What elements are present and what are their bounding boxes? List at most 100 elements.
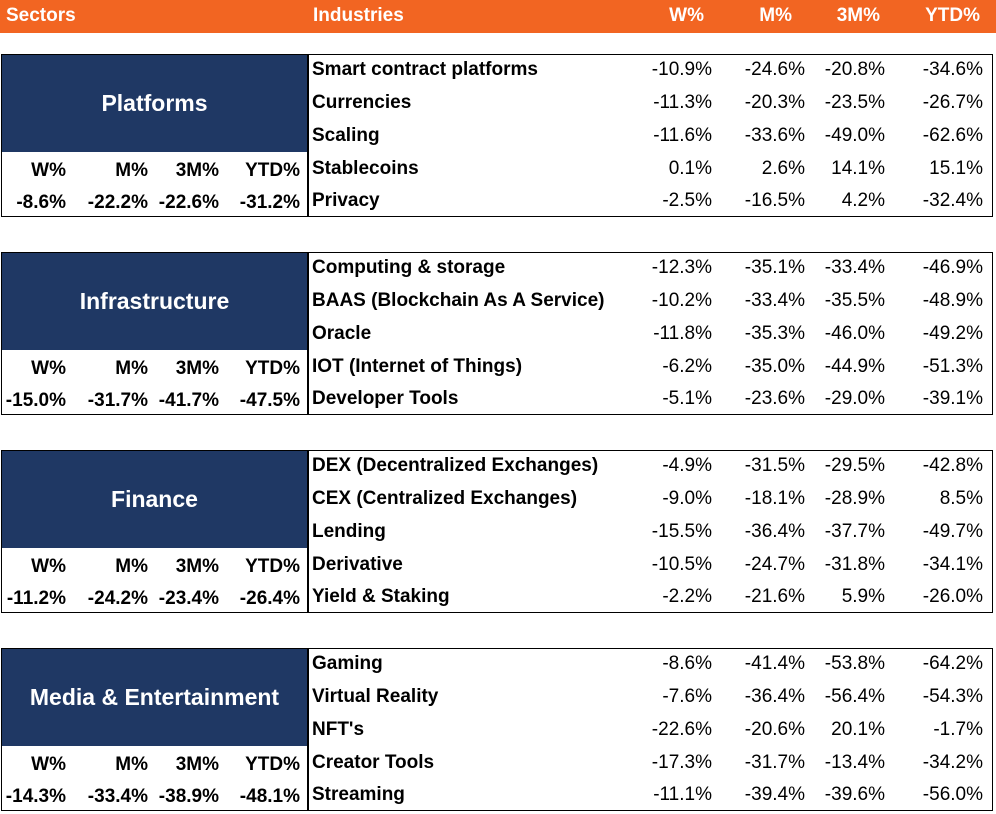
sector-divider <box>307 450 309 613</box>
sector-stat-value: -15.0% <box>5 390 66 411</box>
industry-value: 15.1% <box>929 158 983 179</box>
industry-value: -54.3% <box>922 686 983 707</box>
industry-value: 14.1% <box>831 158 885 179</box>
industry-value: -48.9% <box>922 290 983 311</box>
industry-value: -11.1% <box>653 784 712 805</box>
industry-value: -32.4% <box>922 190 983 211</box>
industry-value: -31.7% <box>744 752 805 773</box>
sector-stat-value: -11.2% <box>6 588 66 609</box>
sector-stat-header: M% <box>115 556 148 577</box>
sector-block: Infrastructure W% -15.0% M% -31.7% 3M% -41.7% Y… <box>0 252 996 417</box>
industry-name: Stablecoins <box>312 158 419 179</box>
sector-stat-header: W% <box>31 358 66 379</box>
industry-value: -23.5% <box>824 92 885 113</box>
sector-name: Platforms <box>2 55 307 152</box>
industry-name: Streaming <box>312 784 405 805</box>
industry-row: Computing & storage -12.3% -35.1% -33.4% -46… <box>312 253 996 286</box>
industry-value: -49.2% <box>922 323 983 344</box>
sector-stat-header: M% <box>115 358 148 379</box>
industry-value: -22.6% <box>651 719 712 740</box>
industry-name: Derivative <box>312 554 403 575</box>
industry-value: 4.2% <box>841 190 885 211</box>
sector-stat-value: -47.5% <box>239 390 300 411</box>
sector-stat-value: -22.6% <box>158 192 219 213</box>
sector-divider <box>307 54 309 217</box>
industry-value: -51.3% <box>922 356 983 377</box>
industry-row: Oracle -11.8% -35.3% -46.0% -49.2% <box>312 319 996 352</box>
industry-value: -26.7% <box>922 92 983 113</box>
industry-value: 8.5% <box>939 488 983 509</box>
industry-row: Scaling -11.6% -33.6% -49.0% -62.6% <box>312 121 996 154</box>
header-m: M% <box>759 5 792 26</box>
industry-row: BAAS (Blockchain As A Service) -10.2% -33.… <box>312 286 996 319</box>
industry-value: -29.0% <box>824 388 885 409</box>
sector-stat-header: 3M% <box>175 556 219 577</box>
sector-name: Finance <box>2 451 307 548</box>
industry-value: -9.0% <box>662 488 712 509</box>
industry-value: -34.2% <box>922 752 983 773</box>
industry-value: -10.2% <box>651 290 712 311</box>
sector-stat-header: W% <box>31 556 66 577</box>
industry-value: -15.5% <box>651 521 712 542</box>
industry-name: Currencies <box>312 92 412 113</box>
industry-value: -37.7% <box>824 521 885 542</box>
industry-row: Creator Tools -17.3% -31.7% -13.4% -34.2% <box>312 748 996 781</box>
industry-value: -11.3% <box>653 92 712 113</box>
header-w: W% <box>669 5 704 26</box>
sector-block: Media & Entertainment W% -14.3% M% -33.4% 3M%… <box>0 648 996 813</box>
sector-stat-value: -31.7% <box>87 390 148 411</box>
industry-row: Gaming -8.6% -41.4% -53.8% -64.2% <box>312 649 996 682</box>
industry-row: Lending -15.5% -36.4% -37.7% -49.7% <box>312 517 996 550</box>
industry-value: 5.9% <box>841 586 885 607</box>
industry-value: -7.6% <box>662 686 712 707</box>
sector-stat-header: W% <box>31 160 66 181</box>
industry-name: Yield & Staking <box>312 586 450 607</box>
industry-value: -6.2% <box>662 356 712 377</box>
sector-stat-header: YTD% <box>245 160 300 181</box>
sector-divider <box>307 648 309 811</box>
industry-value: -41.4% <box>744 653 805 674</box>
industry-value: -1.7% <box>933 719 983 740</box>
industry-value: -24.7% <box>744 554 805 575</box>
sector-stat-header: 3M% <box>175 358 219 379</box>
industry-row: Stablecoins 0.1% 2.6% 14.1% 15.1% <box>312 154 996 187</box>
industry-value: -29.5% <box>824 455 885 476</box>
industry-value: -10.9% <box>651 59 712 80</box>
industry-value: -56.4% <box>824 686 885 707</box>
industry-value: -24.6% <box>744 59 805 80</box>
industry-value: -42.8% <box>922 455 983 476</box>
sector-divider <box>307 252 309 415</box>
sector-stat-header: M% <box>115 754 148 775</box>
sector-stat-header: YTD% <box>245 556 300 577</box>
industry-name: Developer Tools <box>312 388 459 409</box>
sector-block: Platforms W% -8.6% M% -22.2% 3M% -22.6% YTD% -31… <box>0 54 996 219</box>
industry-value: 2.6% <box>761 158 805 179</box>
industry-value: -31.5% <box>744 455 805 476</box>
sector-block-border <box>1 54 993 217</box>
industry-row: Smart contract platforms -10.9% -24.6% -20.… <box>312 55 996 88</box>
sector-block: Finance W% -11.2% M% -24.2% 3M% -23.4% YTD% -26.… <box>0 450 996 615</box>
industry-value: -11.6% <box>653 125 712 146</box>
industry-value: -31.8% <box>824 554 885 575</box>
industry-value: -2.2% <box>662 586 712 607</box>
industry-value: -35.1% <box>744 257 805 278</box>
industry-value: 0.1% <box>668 158 712 179</box>
industry-value: -18.1% <box>744 488 805 509</box>
sector-block-border <box>1 450 993 613</box>
industry-row: Yield & Staking -2.2% -21.6% 5.9% -26.0% <box>312 582 996 615</box>
industry-value: -49.0% <box>824 125 885 146</box>
industry-value: -2.5% <box>662 190 712 211</box>
industry-row: Currencies -11.3% -20.3% -23.5% -26.7% <box>312 88 996 121</box>
industry-row: DEX (Decentralized Exchanges) -4.9% -31.5%… <box>312 451 996 484</box>
sector-stat-header: YTD% <box>245 358 300 379</box>
sector-stat-value: -24.2% <box>87 588 148 609</box>
industry-value: -64.2% <box>922 653 983 674</box>
industry-value: -13.4% <box>824 752 885 773</box>
industry-name: Oracle <box>312 323 372 344</box>
header-ytd: YTD% <box>925 5 980 26</box>
industry-value: -33.4% <box>824 257 885 278</box>
industry-row: NFT's -22.6% -20.6% 20.1% -1.7% <box>312 715 996 748</box>
industry-name: DEX (Decentralized Exchanges) <box>312 455 599 476</box>
sector-stat-value: -48.1% <box>239 786 300 807</box>
industry-value: -11.8% <box>653 323 712 344</box>
